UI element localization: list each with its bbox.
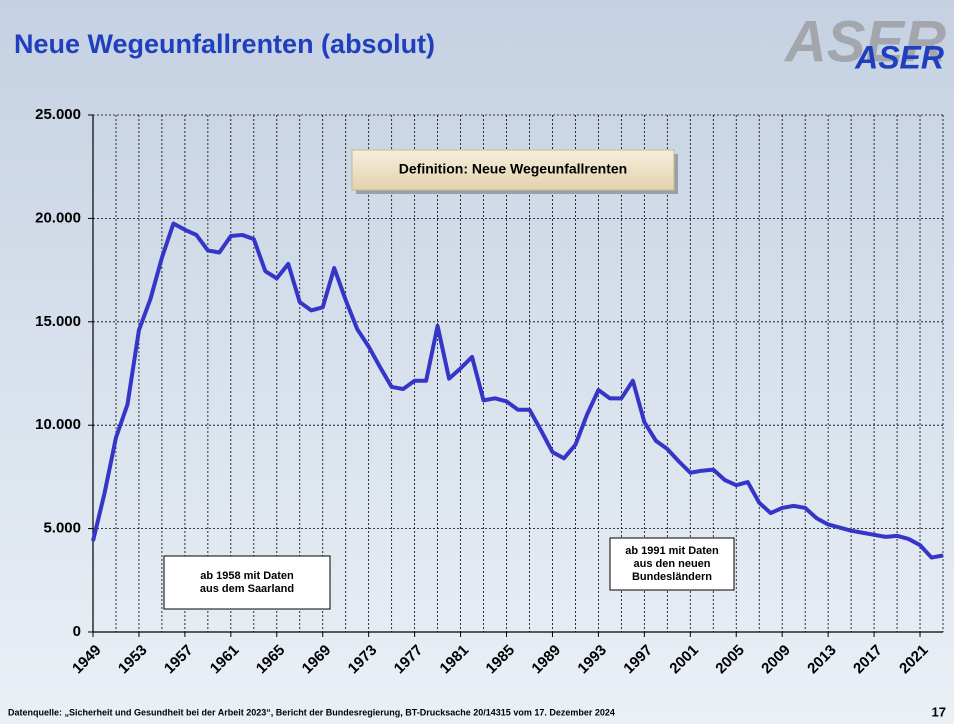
logo: ASER <box>854 39 944 75</box>
annotation-text: aus den neuen <box>633 558 710 570</box>
annotation-text: Bundesländern <box>632 571 712 583</box>
annotation-text: aus dem Saarland <box>200 583 294 595</box>
annotation: Definition: Neue Wegeunfallrenten <box>351 149 678 194</box>
annotation-text: Definition: Neue Wegeunfallrenten <box>399 161 627 177</box>
annotation-box <box>351 149 675 191</box>
annotation-box <box>163 555 331 610</box>
y-tick-label: 5.000 <box>43 520 81 537</box>
page-number: 17 <box>932 704 946 719</box>
data-line <box>91 221 944 560</box>
logo-shadow: ASER <box>783 9 946 74</box>
annotation-box <box>609 537 735 591</box>
source: Datenquelle: „Sicherheit und Gesundheit … <box>8 707 615 717</box>
chart-title: Neue Wegeunfallrenten (absolut) <box>14 29 435 59</box>
annotation-text: ab 1991 mit Daten <box>625 545 719 557</box>
y-tick-label: 10.000 <box>35 416 81 433</box>
y-tick-label: 15.000 <box>35 313 81 330</box>
annotation-text: ab 1958 mit Daten <box>200 570 294 582</box>
y-tick-label: 0 <box>73 623 81 640</box>
y-tick-label: 25.000 <box>35 106 81 123</box>
y-tick-label: 20.000 <box>35 209 81 226</box>
